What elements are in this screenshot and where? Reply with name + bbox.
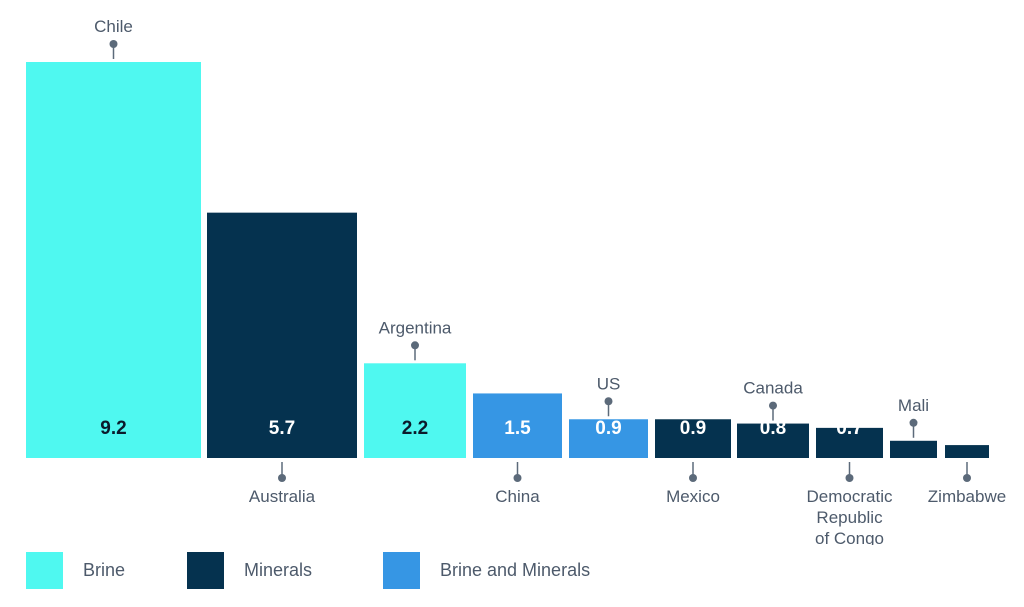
value-label-democratic-republic-of-congo: 0.7 bbox=[836, 418, 862, 439]
value-label-canada: 0.8 bbox=[760, 418, 786, 439]
bar-argentina bbox=[364, 363, 466, 458]
bar-chile bbox=[26, 62, 201, 458]
value-label-china: 1.5 bbox=[504, 418, 531, 439]
bar-democratic-republic-of-congo bbox=[816, 427, 883, 458]
category-label-china: China bbox=[495, 487, 540, 506]
marker-dot-australia bbox=[278, 474, 286, 482]
category-label-chile: Chile bbox=[94, 17, 133, 36]
bar-australia bbox=[207, 212, 357, 458]
marker-dot-argentina bbox=[411, 341, 419, 350]
value-label-zimbabwe: 0.3 bbox=[954, 418, 980, 439]
marker-dot-china bbox=[513, 474, 522, 482]
bar-mexico bbox=[655, 419, 731, 458]
category-label-zimbabwe: Zimbabwe bbox=[928, 487, 1006, 506]
marker-dot-mexico bbox=[689, 474, 697, 482]
marker-dot-us bbox=[604, 397, 613, 406]
legend-swatch-brine-and-minerals bbox=[383, 552, 420, 589]
bar-canada bbox=[737, 423, 809, 458]
legend-label-brine-and-minerals: Brine and Minerals bbox=[440, 560, 591, 580]
bar-zimbabwe bbox=[945, 445, 989, 458]
bar-chart: 9.2 Chile 5.7 Australia 2.2 Argentina 1.5 China… bbox=[26, 17, 1006, 545]
marker-dot-democratic-republic-of-congo bbox=[845, 474, 854, 482]
legend: Brine Minerals Brine and Minerals bbox=[0, 548, 1024, 593]
category-label-mali: Mali bbox=[898, 396, 929, 415]
marker-dot-mali bbox=[909, 418, 918, 427]
marker-dot-canada bbox=[769, 401, 777, 410]
value-label-chile: 9.2 bbox=[100, 418, 126, 439]
bar-mali bbox=[890, 440, 937, 458]
legend-item-minerals: Minerals bbox=[187, 548, 312, 593]
marker-dot-chile bbox=[109, 40, 118, 48]
category-label-us: US bbox=[597, 374, 621, 393]
value-label-argentina: 2.2 bbox=[402, 418, 428, 439]
legend-item-brine-and-minerals: Brine and Minerals bbox=[383, 548, 590, 593]
legend-swatch-brine bbox=[26, 552, 63, 589]
value-label-australia: 5.7 bbox=[269, 418, 295, 439]
category-label-australia: Australia bbox=[249, 487, 316, 506]
category-label-canada: Canada bbox=[743, 379, 803, 398]
legend-label-minerals: Minerals bbox=[244, 560, 313, 580]
category-label-democratic-republic-of-congo: Democratic Republic of Congo bbox=[807, 487, 893, 545]
category-label-mexico: Mexico bbox=[666, 487, 720, 506]
marker-dot-zimbabwe bbox=[963, 474, 971, 482]
category-label-argentina: Argentina bbox=[379, 318, 452, 337]
value-label-us: 0.9 bbox=[595, 418, 621, 439]
legend-swatch-minerals bbox=[187, 552, 224, 589]
legend-label-brine: Brine bbox=[83, 560, 126, 580]
value-label-mexico: 0.9 bbox=[680, 418, 706, 439]
bar-china bbox=[473, 393, 562, 458]
bar-us bbox=[569, 419, 648, 458]
legend-item-brine: Brine bbox=[26, 548, 125, 593]
